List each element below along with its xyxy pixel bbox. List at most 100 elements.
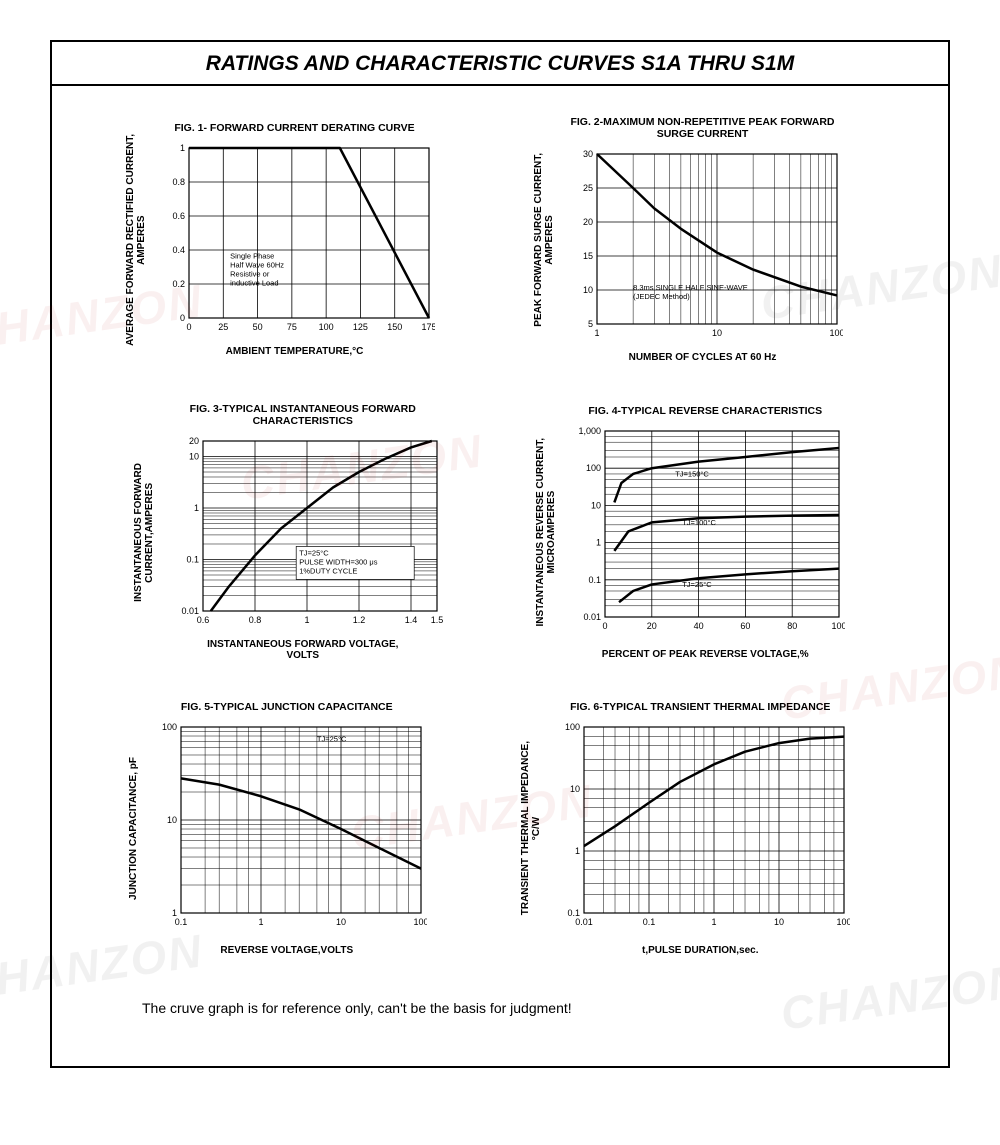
svg-text:TJ=25°C: TJ=25°C: [682, 579, 712, 588]
svg-text:0.6: 0.6: [172, 211, 185, 221]
svg-text:30: 30: [582, 149, 592, 159]
svg-text:1: 1: [194, 503, 199, 513]
svg-text:0: 0: [179, 313, 184, 323]
svg-text:100: 100: [318, 322, 333, 332]
page-title: RATINGS AND CHARACTERISTIC CURVES S1A TH…: [52, 42, 948, 86]
fig6-xlabel: t,PULSE DURATION,sec.: [642, 945, 759, 956]
svg-text:1,000: 1,000: [579, 426, 602, 436]
svg-text:0.8: 0.8: [172, 177, 185, 187]
chart-row-1: AVERAGE FORWARD RECTIFIED CURRENT, AMPER…: [92, 116, 908, 363]
svg-text:inductive Load: inductive Load: [230, 279, 278, 288]
fig5-title: FIG. 5-TYPICAL JUNCTION CAPACITANCE: [181, 701, 393, 713]
fig5-ylabel: JUNCTION CAPACITANCE, pF: [128, 757, 139, 900]
svg-text:10: 10: [167, 815, 177, 825]
svg-text:100: 100: [837, 917, 851, 927]
chart-cell-fig4: INSTANTANEOUS REVERSE CURRENT, MICROAMPE…: [535, 403, 867, 661]
svg-text:100: 100: [832, 621, 846, 631]
svg-text:1.4: 1.4: [404, 615, 417, 625]
svg-text:0: 0: [186, 322, 191, 332]
svg-text:0.01: 0.01: [181, 606, 199, 616]
chart-row-3: JUNCTION CAPACITANCE, pF FIG. 5-TYPICAL …: [92, 701, 908, 956]
svg-text:8.3ms SINGLE HALF SINE-WAVE: 8.3ms SINGLE HALF SINE-WAVE: [633, 283, 748, 292]
fig3-chart: 0.60.811.21.41.50.010.111020TJ=25°CPULSE…: [163, 433, 443, 633]
fig1-title: FIG. 1- FORWARD CURRENT DERATING CURVE: [174, 122, 414, 134]
svg-text:75: 75: [286, 322, 296, 332]
svg-text:0.1: 0.1: [174, 917, 187, 927]
svg-text:15: 15: [582, 251, 592, 261]
svg-text:1: 1: [172, 908, 177, 918]
fig6-ylabel: TRANSIENT THERMAL IMPEDANCE, °C/W: [520, 741, 542, 915]
svg-text:1: 1: [596, 537, 601, 547]
svg-text:0.8: 0.8: [248, 615, 261, 625]
svg-text:100: 100: [565, 722, 580, 732]
chart-row-2: INSTANTANEOUS FORWARD CURRENT,AMPERES FI…: [92, 403, 908, 661]
fig4-title: FIG. 4-TYPICAL REVERSE CHARACTERISTICS: [588, 405, 822, 417]
svg-text:1: 1: [712, 917, 717, 927]
svg-text:50: 50: [252, 322, 262, 332]
svg-text:0.1: 0.1: [589, 574, 602, 584]
charts-container: AVERAGE FORWARD RECTIFIED CURRENT, AMPER…: [52, 86, 948, 1066]
svg-text:1: 1: [304, 615, 309, 625]
fig6-title: FIG. 6-TYPICAL TRANSIENT THERMAL IMPEDAN…: [570, 701, 830, 713]
svg-text:10: 10: [711, 328, 721, 338]
fig3-ylabel: INSTANTANEOUS FORWARD CURRENT,AMPERES: [133, 463, 155, 602]
svg-text:0.01: 0.01: [575, 917, 593, 927]
svg-text:10: 10: [774, 917, 784, 927]
svg-text:25: 25: [218, 322, 228, 332]
svg-text:1: 1: [179, 143, 184, 153]
svg-text:80: 80: [787, 621, 797, 631]
svg-text:20: 20: [189, 436, 199, 446]
svg-text:40: 40: [694, 621, 704, 631]
fig5-chart: 0.1110100110100TJ=25°C: [147, 719, 427, 939]
svg-text:0.1: 0.1: [643, 917, 656, 927]
disclaimer: The cruve graph is for reference only, c…: [92, 996, 908, 1046]
svg-text:Single Phase: Single Phase: [230, 252, 274, 261]
chart-cell-fig1: AVERAGE FORWARD RECTIFIED CURRENT, AMPER…: [125, 116, 468, 363]
svg-text:10: 10: [570, 784, 580, 794]
svg-text:10: 10: [582, 285, 592, 295]
svg-text:1: 1: [258, 917, 263, 927]
svg-text:0.2: 0.2: [172, 279, 185, 289]
svg-text:100: 100: [829, 328, 843, 338]
chart-cell-fig2: PEAK FORWARD SURGE CURRENT, AMPERES FIG.…: [533, 116, 876, 363]
svg-text:0.4: 0.4: [172, 245, 185, 255]
svg-text:1: 1: [575, 846, 580, 856]
svg-text:1.2: 1.2: [352, 615, 365, 625]
svg-text:TJ=150°C: TJ=150°C: [675, 469, 709, 478]
svg-text:10: 10: [591, 500, 601, 510]
fig1-ylabel: AVERAGE FORWARD RECTIFIED CURRENT, AMPER…: [125, 134, 147, 346]
svg-text:20: 20: [582, 217, 592, 227]
fig1-chart: 025507510012515017500.20.40.60.81Single …: [155, 140, 435, 340]
fig4-chart: 0 20 40 60 80 100 0.01 0.1 1 10 100 1,000 TJ=150°C TJ…: [565, 423, 845, 643]
svg-text:60: 60: [741, 621, 751, 631]
svg-text:20: 20: [647, 621, 657, 631]
svg-text:TJ=100°C: TJ=100°C: [682, 517, 716, 526]
fig4-xlabel: PERCENT OF PEAK REVERSE VOLTAGE,%: [602, 649, 809, 660]
svg-text:0: 0: [603, 621, 608, 631]
svg-text:0.6: 0.6: [196, 615, 209, 625]
chart-cell-fig3: INSTANTANEOUS FORWARD CURRENT,AMPERES FI…: [133, 403, 454, 661]
fig2-xlabel: NUMBER OF CYCLES AT 60 Hz: [629, 352, 777, 363]
svg-text:1: 1: [594, 328, 599, 338]
svg-text:10: 10: [189, 452, 199, 462]
svg-text:5: 5: [587, 319, 592, 329]
svg-text:0.1: 0.1: [186, 555, 199, 565]
svg-text:1.5: 1.5: [430, 615, 442, 625]
svg-text:TJ=25°C: TJ=25°C: [317, 734, 347, 743]
chart-cell-fig5: JUNCTION CAPACITANCE, pF FIG. 5-TYPICAL …: [128, 701, 449, 956]
svg-text:0.1: 0.1: [568, 908, 581, 918]
fig2-title: FIG. 2-MAXIMUM NON-REPETITIVE PEAK FORWA…: [570, 116, 834, 140]
svg-text:PULSE WIDTH=300 μs: PULSE WIDTH=300 μs: [299, 557, 378, 566]
chart-cell-fig6: TRANSIENT THERMAL IMPEDANCE, °C/W FIG. 6…: [520, 701, 872, 956]
svg-text:Half Wave 60Hz: Half Wave 60Hz: [230, 261, 284, 270]
page-border: RATINGS AND CHARACTERISTIC CURVES S1A TH…: [50, 40, 950, 1068]
svg-text:150: 150: [387, 322, 402, 332]
fig2-chart: 1 10 100 5 10 15 20 25 30 8.3ms SINGLE HALF SINE-…: [563, 146, 843, 346]
svg-text:1%DUTY CYCLE: 1%DUTY CYCLE: [299, 566, 357, 575]
svg-text:25: 25: [582, 183, 592, 193]
svg-text:100: 100: [586, 463, 601, 473]
svg-text:10: 10: [336, 917, 346, 927]
fig5-xlabel: REVERSE VOLTAGE,VOLTS: [220, 945, 353, 956]
fig6-chart: 0.010.11101000.1110100: [550, 719, 850, 939]
svg-text:0.01: 0.01: [584, 612, 602, 622]
